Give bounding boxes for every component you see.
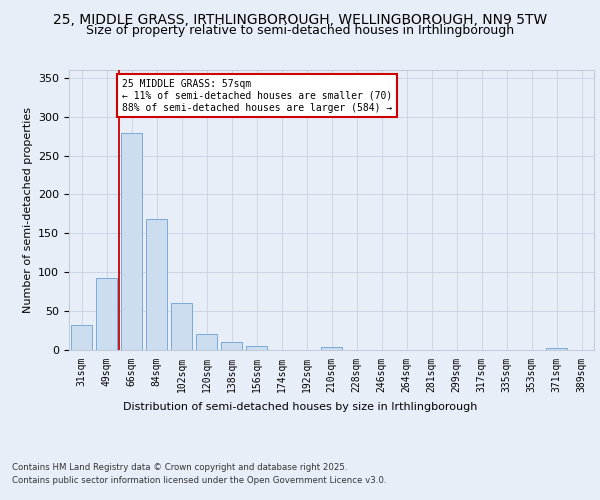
Bar [546, 348, 567, 350]
Bar [71, 325, 92, 350]
Bar [146, 220, 167, 350]
Bar [196, 334, 217, 350]
Text: Contains HM Land Registry data © Crown copyright and database right 2025.: Contains HM Land Registry data © Crown c… [12, 462, 347, 471]
Y-axis label: Number of semi-detached properties: Number of semi-detached properties [23, 107, 32, 313]
Bar [171, 304, 192, 350]
Bar [96, 278, 117, 350]
Text: Size of property relative to semi-detached houses in Irthlingborough: Size of property relative to semi-detach… [86, 24, 514, 37]
Bar [246, 346, 267, 350]
Text: 25, MIDDLE GRASS, IRTHLINGBOROUGH, WELLINGBOROUGH, NN9 5TW: 25, MIDDLE GRASS, IRTHLINGBOROUGH, WELLI… [53, 12, 547, 26]
Bar [221, 342, 242, 350]
Bar [321, 347, 342, 350]
Text: 25 MIDDLE GRASS: 57sqm
← 11% of semi-detached houses are smaller (70)
88% of sem: 25 MIDDLE GRASS: 57sqm ← 11% of semi-det… [121, 80, 392, 112]
Text: Distribution of semi-detached houses by size in Irthlingborough: Distribution of semi-detached houses by … [123, 402, 477, 412]
Bar [121, 133, 142, 350]
Text: Contains public sector information licensed under the Open Government Licence v3: Contains public sector information licen… [12, 476, 386, 485]
